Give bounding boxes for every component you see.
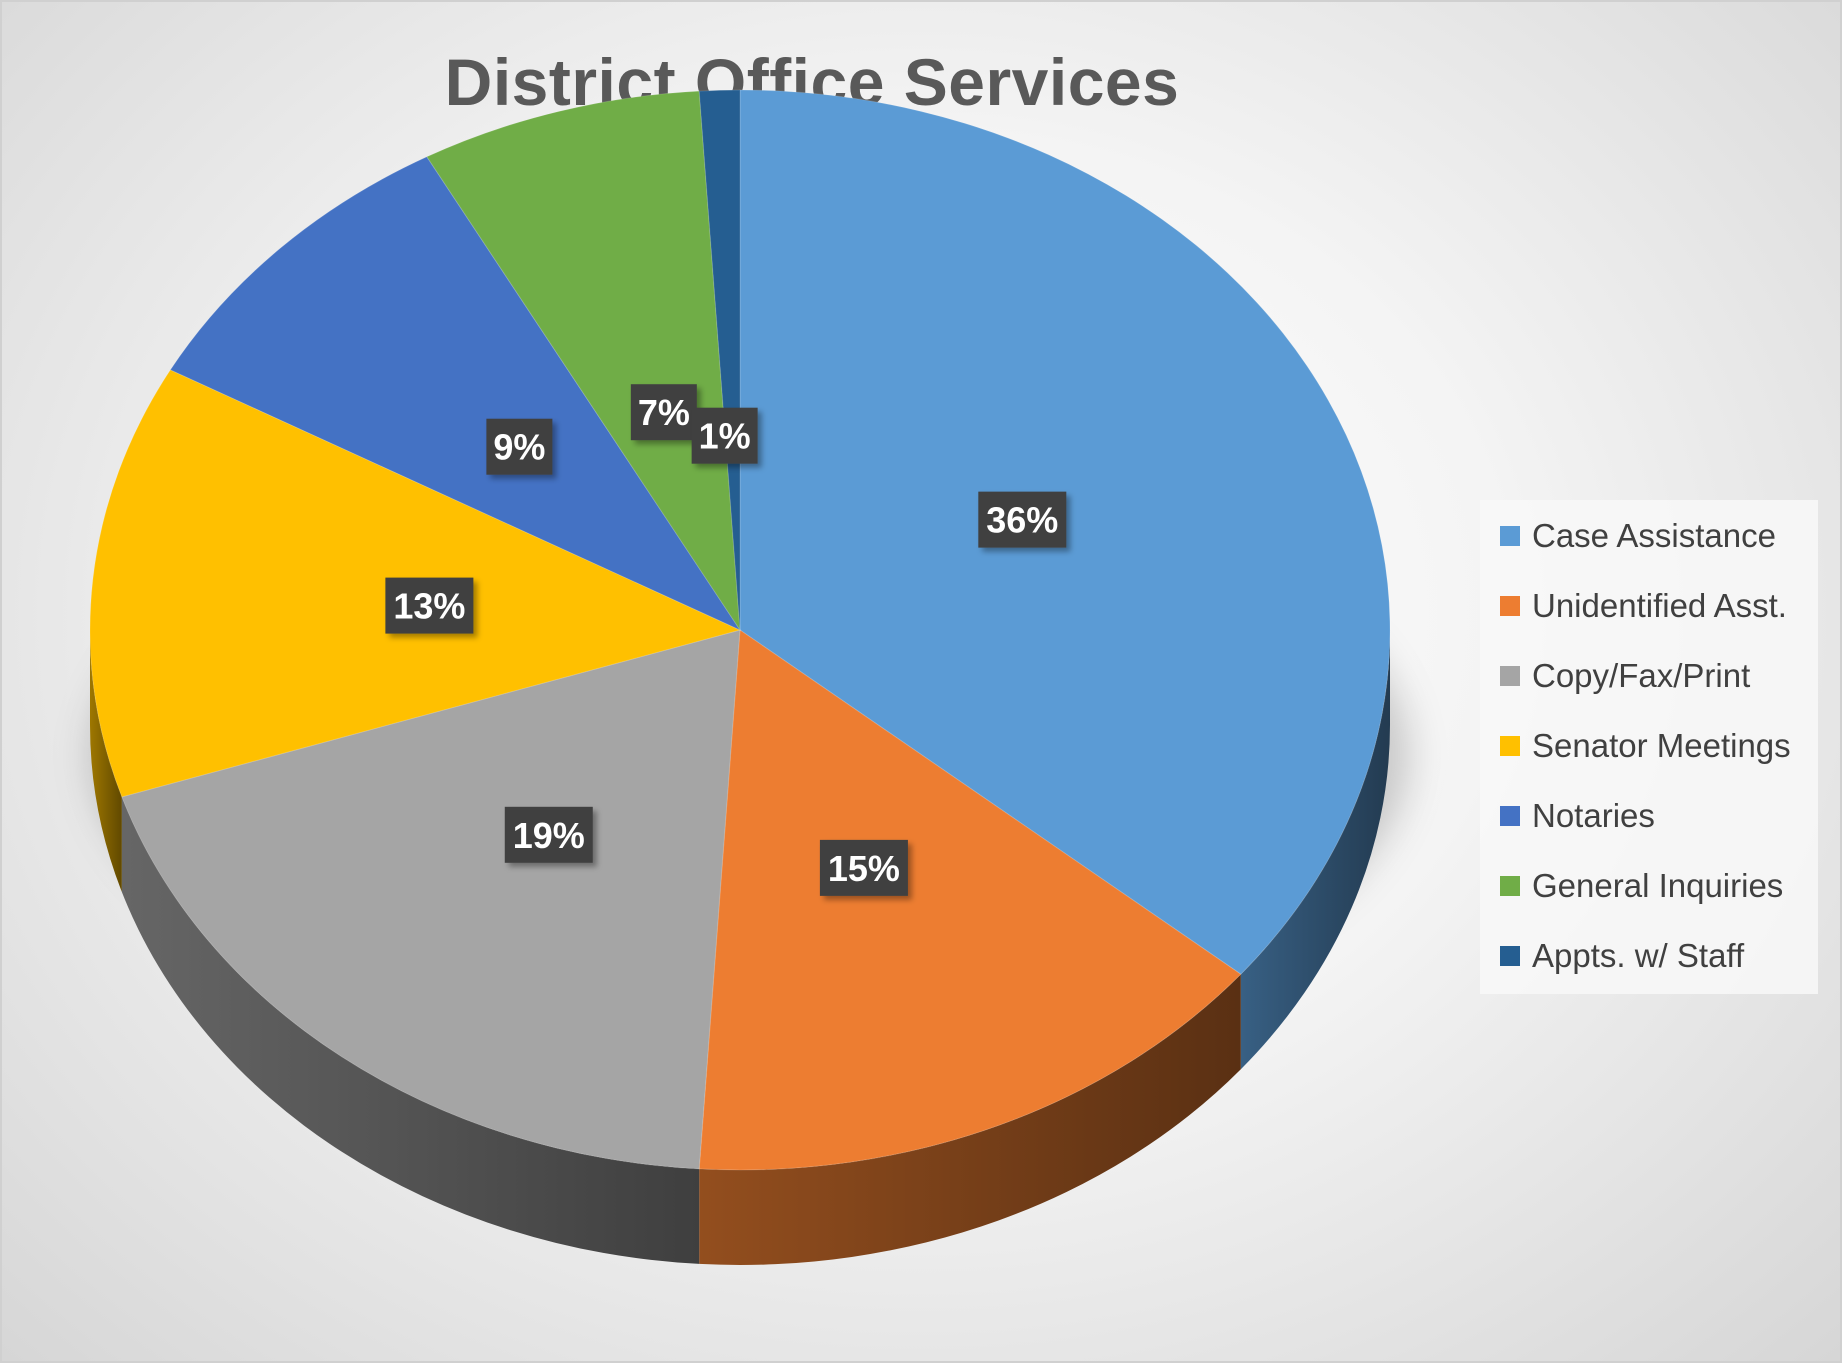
data-label-box — [486, 418, 553, 475]
data-label-text: 13% — [393, 586, 465, 627]
legend-swatch — [1500, 876, 1520, 896]
legend-label: Appts. w/ Staff — [1532, 937, 1745, 974]
legend-swatch — [1500, 596, 1520, 616]
data-label-text: 15% — [828, 848, 900, 889]
legend-item: Case Assistance — [1500, 516, 1776, 556]
data-label-text: 19% — [513, 815, 585, 856]
data-label-1: 36% — [978, 491, 1067, 548]
data-label-6: 7% — [630, 384, 697, 441]
pie-slice-6 — [426, 90, 741, 632]
legend-item: Senator Meetings — [1500, 726, 1791, 766]
data-label-box — [819, 839, 908, 896]
legend-label: Senator Meetings — [1532, 727, 1791, 764]
legend-swatch — [1500, 526, 1520, 546]
legend-swatch — [1500, 736, 1520, 756]
legend-item: Unidentified Asst. — [1500, 586, 1787, 626]
legend-swatch — [1500, 946, 1520, 966]
legend-label: Unidentified Asst. — [1532, 587, 1787, 624]
data-labels: 36% 15% 19% 13% 9% 7%1% — [385, 384, 1067, 896]
legend-label: Case Assistance — [1532, 517, 1776, 554]
data-label-3: 19% — [504, 806, 593, 863]
data-label-text: 7% — [638, 392, 690, 433]
pie-slices — [89, 89, 1391, 1171]
pie-slice-5 — [169, 156, 742, 632]
pie-side-2 — [699, 974, 1241, 1265]
pie-slice-2 — [698, 629, 1242, 1171]
legend-item: Appts. w/ Staff — [1500, 936, 1744, 976]
data-label-box — [504, 806, 593, 863]
data-label-4: 13% — [385, 577, 474, 634]
data-label-2: 15% — [819, 839, 908, 896]
data-label-text: 1% — [699, 416, 751, 457]
data-label-box — [630, 384, 697, 441]
pie-side-walls — [90, 630, 1390, 1265]
pie-side-3 — [121, 796, 700, 1264]
legend-swatch — [1500, 806, 1520, 826]
data-label-text: 36% — [986, 500, 1058, 541]
data-label-box — [691, 407, 758, 464]
data-label-text: 9% — [493, 427, 545, 468]
pie-slice-3 — [121, 629, 741, 1170]
data-label-5: 9% — [486, 418, 553, 475]
data-label-box — [385, 577, 474, 634]
pie-side-1 — [1240, 630, 1390, 1070]
legend-item: General Inquiries — [1500, 866, 1783, 906]
legend-label: Copy/Fax/Print — [1532, 657, 1751, 694]
legend-swatch — [1500, 666, 1520, 686]
legend-label: Notaries — [1532, 797, 1655, 834]
pie-slice-7 — [698, 89, 741, 631]
legend: Case Assistance Unidentified Asst. Copy/Fa… — [1480, 500, 1818, 994]
data-label-7: 1% — [691, 407, 758, 464]
pie-side-4 — [90, 630, 122, 892]
legend-item: Copy/Fax/Print — [1500, 656, 1750, 696]
data-label-box — [978, 491, 1067, 548]
legend-item: Notaries — [1500, 796, 1655, 836]
legend-label: General Inquiries — [1532, 867, 1784, 904]
